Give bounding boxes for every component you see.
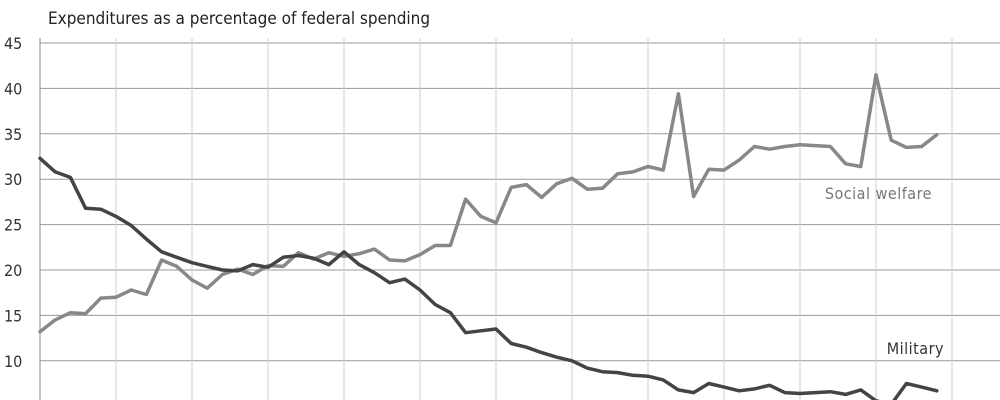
series-line-military [38, 156, 939, 400]
y-tick-label: 20 [4, 261, 22, 280]
y-axis-tick-labels: 45 40 35 30 25 20 15 10 [4, 34, 22, 371]
y-tick-label: 30 [4, 170, 22, 189]
series-label-social-welfare: Social welfare [825, 184, 932, 203]
y-tick-label: 10 [4, 352, 22, 371]
chart-title: Expenditures as a percentage of federal … [48, 9, 430, 29]
y-tick-label: 35 [4, 125, 22, 144]
y-tick-label: 25 [4, 216, 22, 235]
y-tick-label: 40 [4, 79, 22, 98]
series-lines [38, 73, 939, 400]
y-tick-label: 15 [4, 306, 22, 325]
gridlines [39, 38, 1000, 400]
series-line-social-welfare [38, 73, 939, 334]
series-label-military: Military [887, 339, 944, 358]
y-tick-label: 45 [4, 34, 22, 53]
